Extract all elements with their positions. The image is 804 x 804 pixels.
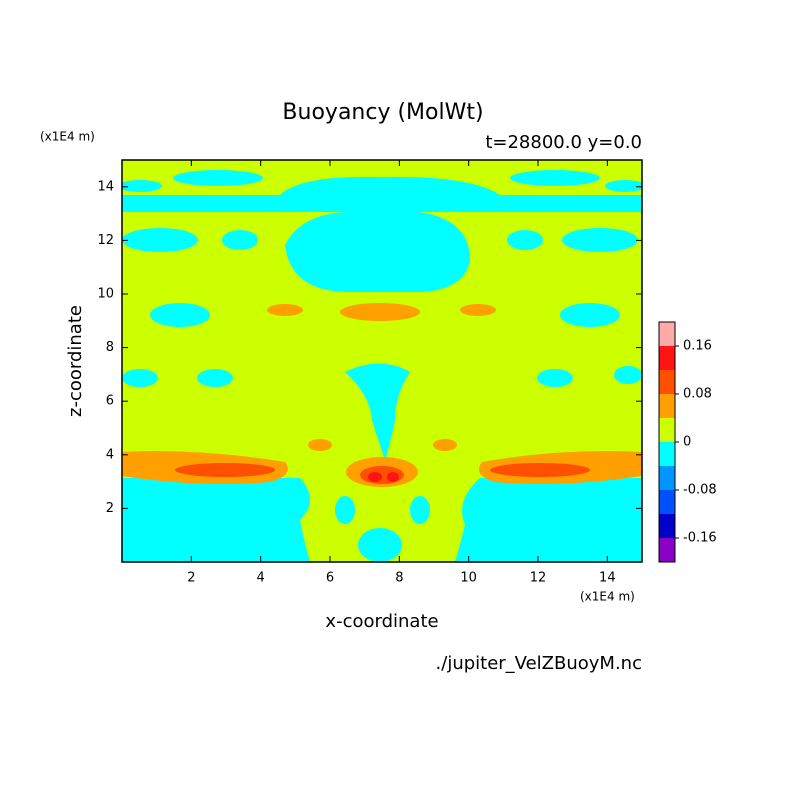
contour-region xyxy=(285,212,470,292)
colorbar-tick-label: 0.08 xyxy=(683,387,712,402)
y-tick-label: 12 xyxy=(97,233,114,248)
contour-region xyxy=(358,528,402,562)
contour-region xyxy=(614,366,642,384)
colorbar-tick-label: 0.16 xyxy=(683,339,712,354)
y-tick-label: 8 xyxy=(106,340,114,355)
contour-region xyxy=(122,195,642,212)
y-tick-label: 2 xyxy=(106,501,114,516)
contour-region xyxy=(562,228,638,252)
contour-region xyxy=(537,369,573,387)
colorbar-segment xyxy=(659,370,675,394)
contour-region xyxy=(222,230,258,250)
contour-region xyxy=(340,303,420,321)
contour-region xyxy=(197,369,233,387)
contour-region xyxy=(173,170,263,186)
contour-region xyxy=(267,304,303,316)
x-tick-label: 10 xyxy=(460,571,477,586)
y-unit: (x1E4 m) xyxy=(40,130,95,144)
y-tick-label: 14 xyxy=(97,179,114,194)
chart-title: Buoyancy (MolWt) xyxy=(282,100,483,125)
contour-region xyxy=(605,180,642,192)
colorbar-segment xyxy=(659,490,675,514)
y-tick-label: 6 xyxy=(106,394,114,409)
x-tick-label: 2 xyxy=(187,571,195,586)
colorbar-segment xyxy=(659,442,675,466)
contour-region xyxy=(387,472,399,482)
colorbar-segment xyxy=(659,466,675,490)
x-tick-label: 8 xyxy=(395,571,403,586)
contour-region xyxy=(175,463,275,477)
contour-region xyxy=(410,496,430,524)
contour-region xyxy=(122,228,198,252)
colorbar-segment xyxy=(659,418,675,442)
contour-region xyxy=(345,363,410,460)
x-tick-label: 4 xyxy=(257,571,265,586)
contour-region xyxy=(150,303,210,327)
colorbar-tick-label: -0.16 xyxy=(683,531,717,546)
x-unit: (x1E4 m) xyxy=(580,590,635,604)
y-tick-label: 10 xyxy=(97,287,114,302)
contour-region xyxy=(280,176,500,195)
contour-region xyxy=(335,496,355,524)
contour-region xyxy=(122,180,162,192)
x-axis-label: x-coordinate xyxy=(325,611,438,632)
contour-region xyxy=(507,230,543,250)
plot-frame xyxy=(121,159,643,563)
y-tick-label: 4 xyxy=(106,447,114,462)
footer: ./jupiter_VelZBuoyM.nc xyxy=(436,653,642,674)
contour-region xyxy=(560,303,620,327)
x-tick-label: 12 xyxy=(530,571,547,586)
contour-region xyxy=(490,463,590,477)
contour-field xyxy=(122,160,642,562)
contour-region xyxy=(460,304,496,316)
contour-region xyxy=(368,472,382,482)
x-tick-label: 14 xyxy=(599,571,616,586)
y-axis-label: z-coordinate xyxy=(65,305,86,417)
colorbar-segment xyxy=(659,346,675,370)
contour-region xyxy=(455,478,642,562)
colorbar-segment xyxy=(659,538,675,562)
colorbar-tick-label: 0 xyxy=(683,435,691,450)
colorbar-segment xyxy=(659,322,675,346)
chart-subtitle: t=28800.0 y=0.0 xyxy=(485,132,642,153)
contour-region xyxy=(510,170,600,186)
colorbar-segment xyxy=(659,514,675,538)
x-tick-label: 6 xyxy=(326,571,334,586)
contour-region xyxy=(122,478,310,562)
contour-region xyxy=(122,369,158,387)
contour-region xyxy=(308,439,332,451)
axes: 2 4 6 8 10 12 14 2 4 6 8 10 12 14 -0.16 -0.08 0 0.08 0.16 xyxy=(97,160,717,586)
colorbar-tick-label: -0.08 xyxy=(683,483,717,498)
colorbar-segment xyxy=(659,394,675,418)
contour-region xyxy=(433,439,457,451)
